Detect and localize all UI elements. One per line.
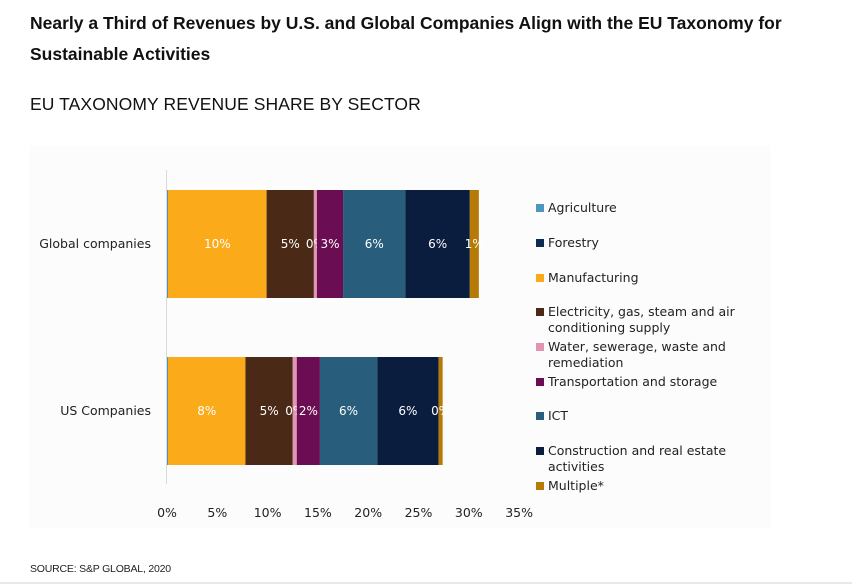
data-label: 0% bbox=[431, 404, 450, 418]
x-tick-label: 20% bbox=[354, 505, 382, 520]
chart-title: Nearly a Third of Revenues by U.S. and G… bbox=[30, 13, 782, 64]
x-tick-label: 5% bbox=[207, 505, 227, 520]
data-label: 3% bbox=[320, 237, 339, 251]
data-label: 5% bbox=[260, 404, 279, 418]
data-label: 2% bbox=[299, 404, 318, 418]
legend-label: Construction and real estate activities bbox=[548, 443, 727, 474]
source-note: SOURCE: S&P GLOBAL, 2020 bbox=[30, 563, 171, 575]
legend-swatch bbox=[536, 447, 544, 455]
stacked-bar-chart: Global companies US Companies 10% 5% 0% 3% 6% 6… bbox=[39, 170, 533, 520]
bar-segment-water-sewerage-waste-and-remediation bbox=[313, 190, 317, 298]
x-tick-label: 35% bbox=[505, 505, 533, 520]
bar-segment-multiple bbox=[469, 190, 479, 298]
legend-item: Agriculture bbox=[536, 200, 743, 216]
legend-swatch bbox=[536, 482, 544, 490]
data-label: 6% bbox=[339, 404, 358, 418]
legend-item: Multiple* bbox=[536, 478, 743, 494]
bar-segment-construction-and-real-estate-activities bbox=[405, 190, 470, 298]
bar-segment-manufacturing bbox=[168, 357, 246, 465]
bar-segment-electricity-gas-steam-and-air-conditioning-supply bbox=[266, 190, 314, 298]
legend-swatch bbox=[536, 204, 544, 212]
legend-item: Manufacturing bbox=[536, 270, 743, 286]
legend-swatch bbox=[536, 412, 544, 420]
bar-segment-ict bbox=[319, 357, 378, 465]
legend-label: Transportation and storage bbox=[548, 374, 718, 389]
legend-item: Transportation and storage bbox=[536, 374, 743, 390]
legend-label: Multiple* bbox=[548, 478, 604, 493]
data-label: 8% bbox=[197, 404, 216, 418]
bar-segment-electricity-gas-steam-and-air-conditioning-supply bbox=[245, 357, 293, 465]
x-tick-label: 30% bbox=[455, 505, 483, 520]
x-tick-label: 25% bbox=[405, 505, 433, 520]
x-tick-label: 15% bbox=[304, 505, 332, 520]
bar-segment-agriculture bbox=[167, 190, 169, 298]
category-label: Global companies bbox=[39, 236, 151, 251]
chart-subtitle: EU TAXONOMY REVENUE SHARE BY SECTOR bbox=[30, 94, 421, 114]
bar-segment-manufacturing bbox=[168, 190, 267, 298]
legend-label: Manufacturing bbox=[548, 270, 639, 285]
bar-segment-multiple bbox=[438, 357, 443, 465]
legend-swatch bbox=[536, 239, 544, 247]
legend-item: ICT bbox=[536, 408, 743, 424]
data-label: 6% bbox=[398, 404, 417, 418]
chart-panel: Global companies US Companies 10% 5% 0% 3% 6% 6… bbox=[30, 146, 770, 528]
bar-segment-transportation-and-storage bbox=[296, 357, 320, 465]
data-label: 6% bbox=[428, 237, 447, 251]
legend-label: Agriculture bbox=[548, 200, 617, 215]
data-label: 10% bbox=[204, 237, 231, 251]
legend-swatch bbox=[536, 378, 544, 386]
legend-item: Electricity, gas, steam and air conditio… bbox=[536, 304, 743, 336]
legend-item: Forestry bbox=[536, 235, 743, 251]
bar-segment-ict bbox=[343, 190, 406, 298]
legend-label: ICT bbox=[548, 408, 569, 423]
legend-item: Water, sewerage, waste and remediation bbox=[536, 339, 743, 371]
data-label: 5% bbox=[281, 237, 300, 251]
data-label: 6% bbox=[365, 237, 384, 251]
legend-label: Water, sewerage, waste and remediation bbox=[548, 339, 726, 370]
legend-label: Electricity, gas, steam and air conditio… bbox=[548, 304, 735, 335]
legend-label: Forestry bbox=[548, 235, 599, 250]
bar-segment-transportation-and-storage bbox=[316, 190, 344, 298]
legend-swatch bbox=[536, 308, 544, 316]
category-label: US Companies bbox=[60, 403, 151, 418]
legend-item: Construction and real estate activities bbox=[536, 443, 743, 475]
data-label: 1% bbox=[465, 237, 484, 251]
bar-segment-construction-and-real-estate-activities bbox=[377, 357, 439, 465]
legend-swatch bbox=[536, 343, 544, 351]
legend-swatch bbox=[536, 274, 544, 282]
bar-segment-water-sewerage-waste-and-remediation bbox=[292, 357, 297, 465]
x-tick-label: 10% bbox=[254, 505, 282, 520]
bar-segment-agriculture bbox=[167, 357, 169, 465]
bottom-divider bbox=[0, 582, 852, 584]
x-tick-label: 0% bbox=[157, 505, 177, 520]
